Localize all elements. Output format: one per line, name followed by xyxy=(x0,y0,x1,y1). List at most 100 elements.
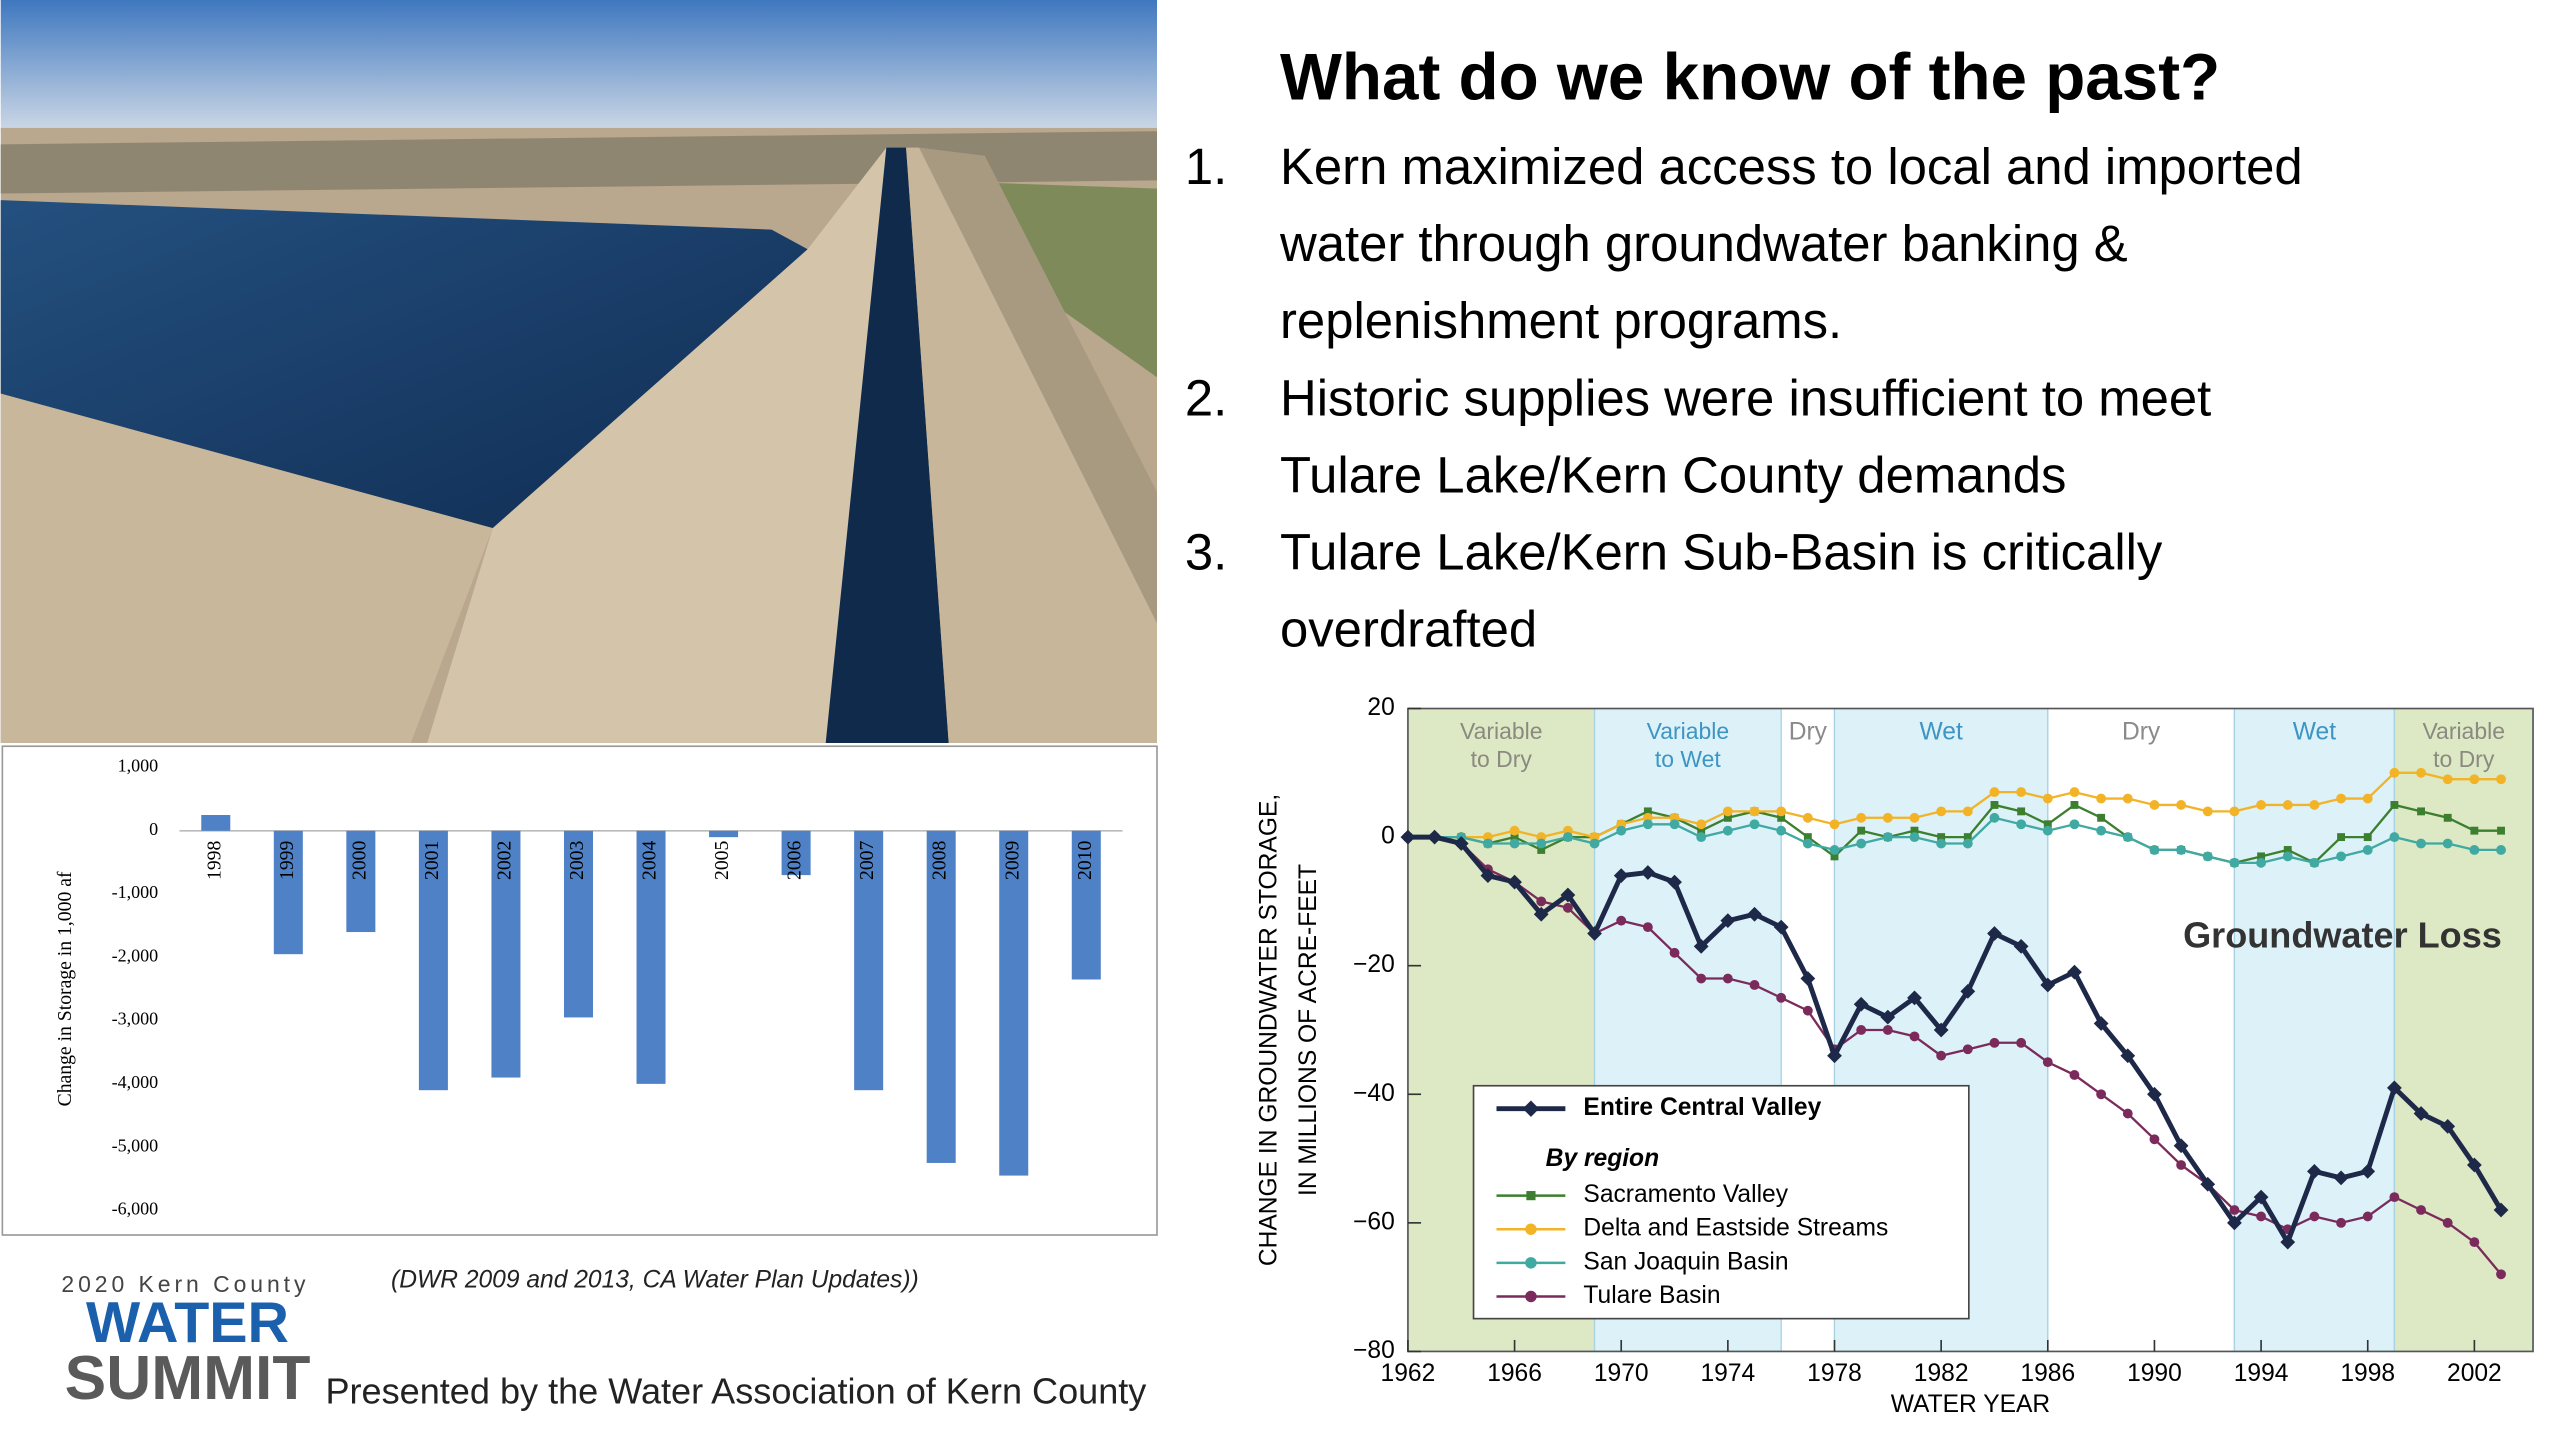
marker xyxy=(1830,852,1839,861)
bar xyxy=(926,830,956,1163)
period-label: Variable xyxy=(1647,718,1730,744)
marker xyxy=(1526,1191,1536,1201)
x-tick-label: 1986 xyxy=(2020,1360,2075,1387)
marker xyxy=(1909,832,1920,843)
x-tick-label: 2010 xyxy=(1074,840,1096,880)
marker xyxy=(2176,1160,2187,1170)
marker xyxy=(2496,845,2506,855)
marker xyxy=(2176,845,2187,855)
marker xyxy=(1749,819,1760,830)
y-tick-label: −40 xyxy=(1353,1080,1395,1107)
marker xyxy=(1482,838,1493,849)
period-label: to Dry xyxy=(2433,746,2495,772)
marker xyxy=(1937,833,1946,842)
marker xyxy=(1909,812,1920,823)
marker xyxy=(1856,1025,1867,1035)
marker xyxy=(2042,793,2053,804)
marker xyxy=(2042,1057,2053,1068)
marker xyxy=(1909,1031,1920,1042)
marker xyxy=(1827,1048,1842,1064)
y-tick-label: -3,000 xyxy=(112,1009,159,1029)
marker xyxy=(1509,825,1520,836)
marker xyxy=(1747,906,1762,922)
marker xyxy=(1990,801,1999,809)
y-tick-label: −60 xyxy=(1353,1208,1395,1235)
y-tick-label: 20 xyxy=(1367,694,1394,721)
bar xyxy=(273,830,303,955)
period-label: Dry xyxy=(2122,719,2161,746)
x-tick-label: 1998 xyxy=(2340,1360,2395,1387)
marker xyxy=(2043,820,2052,829)
bullet-number: 3. xyxy=(1185,523,1227,580)
logo-year: 2020 Kern County xyxy=(61,1271,309,1297)
marker xyxy=(2122,793,2133,804)
y-tick-label: -1,000 xyxy=(112,882,159,902)
x-tick-label: 1974 xyxy=(1701,1360,1756,1387)
x-tick-label: 2008 xyxy=(929,840,951,880)
x-tick-label: 2001 xyxy=(421,841,443,880)
marker xyxy=(1962,806,1973,817)
x-tick-label: 2009 xyxy=(1001,840,1023,880)
marker xyxy=(1882,812,1893,823)
bar xyxy=(1071,830,1101,980)
marker xyxy=(1936,1050,1947,1061)
x-tick-label: 2004 xyxy=(639,840,661,880)
marker xyxy=(1525,1223,1537,1235)
period-label: to Dry xyxy=(1471,746,1533,772)
x-tick-label: 1999 xyxy=(276,840,298,880)
marker xyxy=(2442,774,2453,785)
logo-word: SUMMIT xyxy=(65,1344,311,1413)
bar xyxy=(491,830,521,1078)
marker xyxy=(2256,1211,2267,1222)
marker xyxy=(1880,1009,1896,1025)
marker xyxy=(2256,857,2267,868)
marker xyxy=(2016,819,2027,830)
marker xyxy=(1642,922,1653,933)
marker xyxy=(1722,806,1733,817)
bar xyxy=(709,830,739,838)
x-tick-label: 2007 xyxy=(856,840,878,880)
marker xyxy=(1910,826,1919,835)
marker xyxy=(1696,832,1707,843)
legend-label: Sacramento Valley xyxy=(1583,1181,1788,1208)
legend-label: Entire Central Valley xyxy=(1583,1094,1821,1121)
y-axis-label: CHANGE IN GROUNDWATER STORAGE, xyxy=(1256,794,1283,1266)
bar xyxy=(636,830,666,1084)
marker xyxy=(2016,1037,2027,1048)
marker xyxy=(1989,787,2000,798)
bar xyxy=(999,830,1029,1176)
marker xyxy=(1669,819,1680,830)
legend-label: Tulare Basin xyxy=(1583,1282,1720,1309)
marker xyxy=(1697,826,1706,835)
marker xyxy=(1696,973,1707,984)
x-tick-label: 1998 xyxy=(203,840,225,880)
marker xyxy=(2496,774,2506,785)
marker xyxy=(2282,851,2293,862)
marker xyxy=(2336,793,2346,804)
marker xyxy=(2336,1217,2346,1228)
marker xyxy=(2070,801,2079,809)
marker xyxy=(1722,825,1733,836)
marker xyxy=(2147,1086,2162,1102)
y-tick-label: -2,000 xyxy=(112,945,159,965)
period-label: Dry xyxy=(1789,719,1828,746)
x-tick-label: 2006 xyxy=(784,840,806,880)
marker xyxy=(2416,767,2426,778)
marker xyxy=(1562,832,1573,843)
x-tick-label: 1978 xyxy=(1807,1360,1862,1387)
bullet-number: 1. xyxy=(1185,138,1227,195)
marker xyxy=(1936,806,1947,817)
marker xyxy=(2067,964,2082,980)
marker xyxy=(1856,812,1867,823)
marker xyxy=(2362,1211,2373,1222)
marker xyxy=(2069,819,2080,830)
marker xyxy=(1882,1025,1893,1035)
bullet-number: 2. xyxy=(1185,369,1227,426)
marker xyxy=(2257,852,2266,861)
marker xyxy=(1693,939,1709,954)
marker xyxy=(2229,1205,2240,1215)
marker xyxy=(1857,826,1866,835)
bar xyxy=(418,830,448,1091)
marker xyxy=(2042,825,2053,836)
